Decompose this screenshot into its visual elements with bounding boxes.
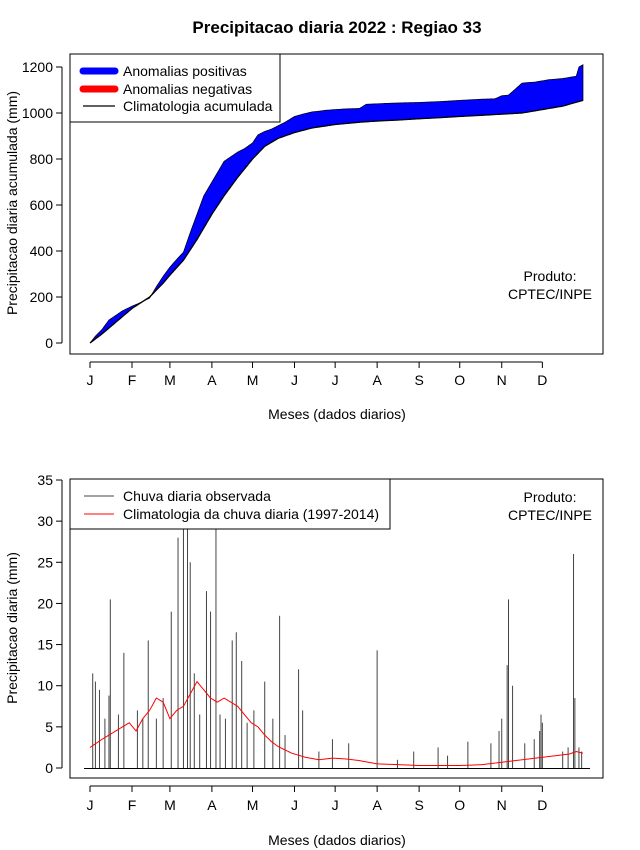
series-line-climatologia-acumulada — [89, 99, 584, 344]
product-label: Produto: — [524, 489, 577, 505]
y-tick-label-10: 10 — [37, 678, 53, 694]
legend: Anomalias positivas Anomalias negativas … — [69, 53, 281, 123]
y-tick-label-15: 15 — [37, 637, 53, 653]
x-tick-label-9: O — [454, 797, 465, 813]
product-label: Produto: — [524, 268, 577, 284]
y-tick-label-5: 5 — [45, 719, 53, 735]
y-tick-label-800: 800 — [30, 151, 54, 167]
observed-bars — [92, 517, 583, 768]
x-tick-label-1: F — [128, 797, 137, 813]
y-tick-label-600: 600 — [30, 197, 54, 213]
y-tick-label-20: 20 — [37, 595, 53, 611]
x-tick-label-4: M — [247, 372, 259, 388]
x-tick-label-0: J — [87, 372, 94, 388]
y-tick-label-1200: 1200 — [22, 59, 53, 75]
x-tick-label-8: S — [414, 372, 423, 388]
y-tick-label-0: 0 — [45, 335, 53, 351]
y-axis-label: Precipitacao diaria acumulada (mm) — [4, 91, 20, 315]
y-axis-label: Precipitacao diaria (mm) — [4, 552, 20, 704]
x-tick-label-7: A — [372, 372, 382, 388]
x-tick-label-8: S — [414, 797, 423, 813]
x-tick-label-10: N — [497, 797, 507, 813]
x-tick-label-0: J — [87, 797, 94, 813]
x-tick-label-4: M — [247, 797, 259, 813]
x-tick-label-6: J — [332, 372, 339, 388]
legend-label-negative: Anomalias negativas — [123, 81, 252, 97]
accumulated-chart: 0 200 400 600 800 1000 1200 J F M A M J J A S O N D Meses… — [4, 53, 604, 422]
x-tick-label-9: O — [454, 372, 465, 388]
x-tick-label-6: J — [332, 797, 339, 813]
legend-label-positive: Anomalias positivas — [123, 63, 247, 79]
x-tick-label-5: J — [291, 372, 298, 388]
y-tick-label-25: 25 — [37, 554, 53, 570]
x-tick-label-2: M — [164, 372, 176, 388]
x-tick-label-5: J — [291, 797, 298, 813]
y-tick-label-400: 400 — [30, 243, 54, 259]
x-axis-label: Meses (dados diarios) — [268, 406, 406, 422]
x-tick-label-11: D — [537, 372, 547, 388]
y-tick-label-1000: 1000 — [22, 105, 53, 121]
page-title: Precipitacao diaria 2022 : Regiao 33 — [192, 18, 481, 37]
y-tick-label-30: 30 — [37, 513, 53, 529]
x-tick-label-11: D — [537, 797, 547, 813]
y-tick-label-35: 35 — [37, 472, 53, 488]
daily-chart: 0 5 10 15 20 25 30 35 J F M A M J J A S O N D Meses (dados… — [4, 472, 604, 848]
x-tick-label-1: F — [128, 372, 137, 388]
x-tick-label-2: M — [164, 797, 176, 813]
y-axis: 0 5 10 15 20 25 30 35 — [37, 472, 63, 776]
x-tick-label-3: A — [207, 372, 217, 388]
x-tick-label-3: A — [207, 797, 217, 813]
product-source: CPTEC/INPE — [508, 507, 592, 523]
product-source: CPTEC/INPE — [508, 286, 592, 302]
legend-box — [69, 478, 391, 530]
y-tick-label-200: 200 — [30, 289, 54, 305]
y-axis: 0 200 400 600 800 1000 1200 — [22, 59, 63, 351]
plot-frame — [69, 53, 604, 355]
x-axis-label: Meses (dados diarios) — [268, 832, 406, 848]
legend-label-observed: Chuva diaria observada — [123, 488, 271, 504]
x-tick-label-10: N — [497, 372, 507, 388]
x-tick-label-7: A — [372, 797, 382, 813]
legend-label-climatology: Climatologia acumulada — [123, 98, 273, 114]
y-tick-label-0: 0 — [45, 760, 53, 776]
legend-label-climatology: Climatologia da chuva diaria (1997-2014) — [123, 506, 379, 522]
legend: Chuva diaria observada Climatologia da c… — [69, 478, 391, 530]
series-line-climatologia-diaria — [89, 680, 584, 767]
